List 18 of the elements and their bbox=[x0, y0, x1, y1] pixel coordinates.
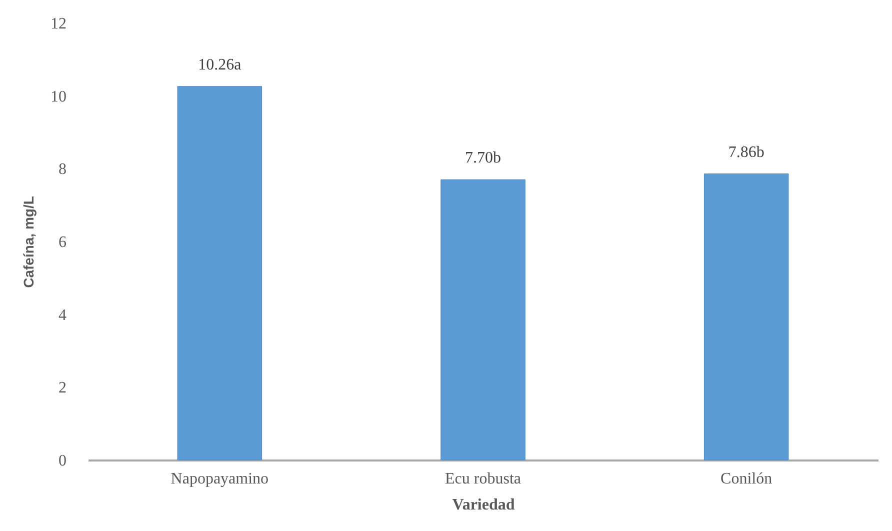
y-tick-label: 10 bbox=[50, 88, 66, 106]
bar bbox=[704, 174, 789, 460]
data-label: 7.70b bbox=[465, 150, 501, 167]
bar bbox=[440, 179, 526, 460]
y-tick-label: 0 bbox=[58, 452, 66, 470]
x-tick-label: Ecu robusta bbox=[445, 470, 521, 488]
y-axis-title: Cafeína, mg/L bbox=[20, 196, 36, 288]
y-tick-label: 8 bbox=[58, 161, 66, 178]
x-tick-label: Conilón bbox=[720, 470, 772, 488]
y-tick-label: 4 bbox=[58, 306, 66, 324]
data-label: 7.86b bbox=[728, 144, 764, 161]
x-tick-label: Napopayamino bbox=[170, 470, 269, 488]
x-axis-title: Variedad bbox=[452, 496, 515, 514]
y-tick-label: 6 bbox=[58, 234, 66, 251]
data-label: 10.26a bbox=[198, 56, 242, 74]
y-tick-label: 12 bbox=[50, 16, 66, 32]
y-tick-label: 2 bbox=[58, 380, 66, 397]
bar bbox=[177, 86, 262, 460]
